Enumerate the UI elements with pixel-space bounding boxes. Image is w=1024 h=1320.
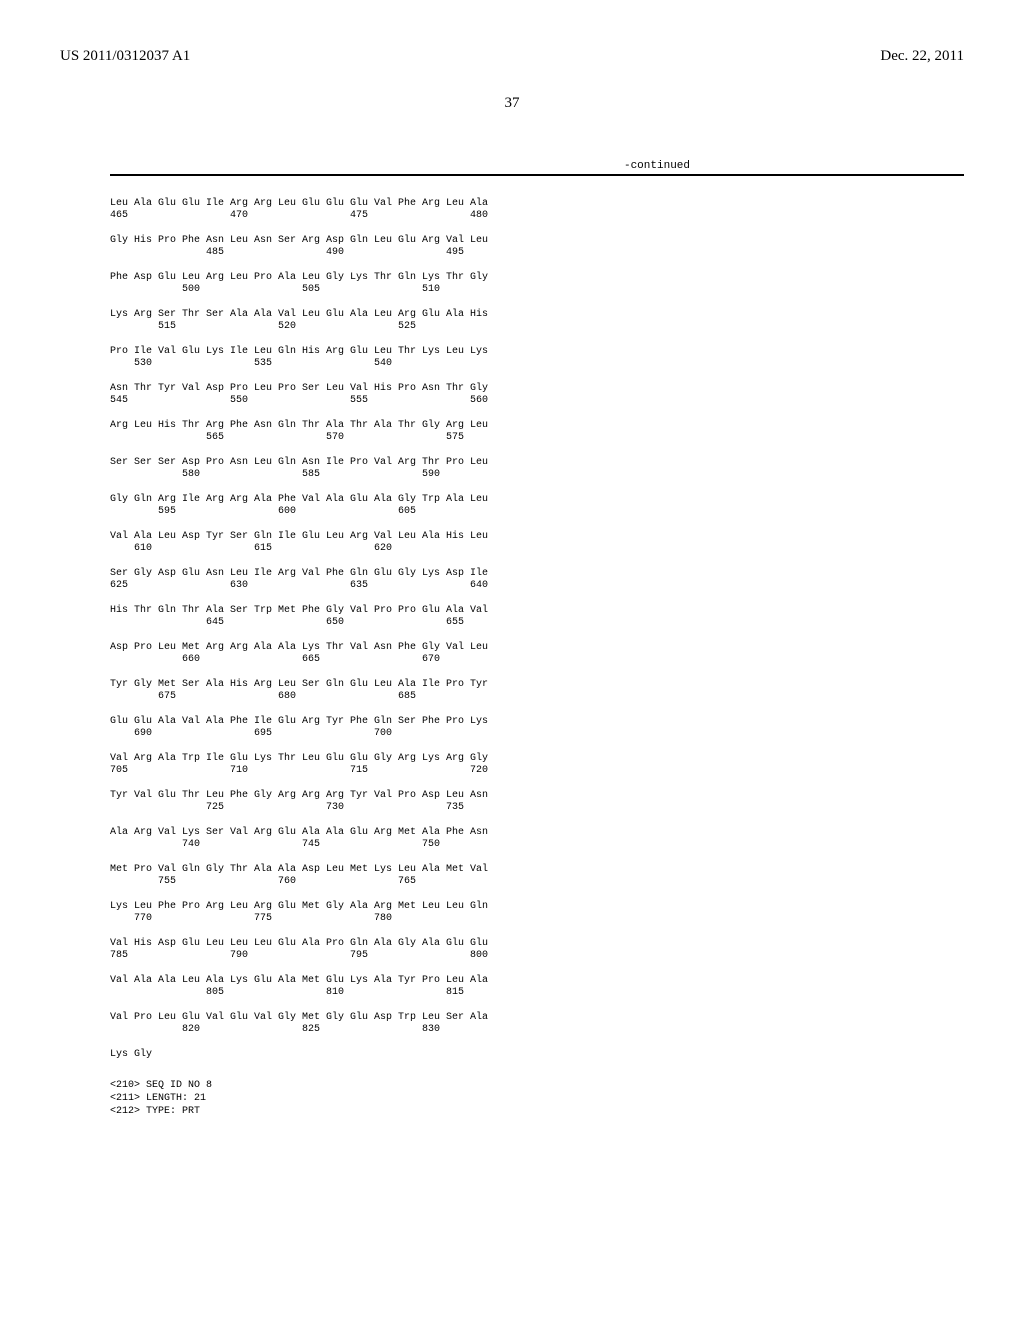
residue-line: Lys Arg Ser Thr Ser Ala Ala Val Leu Glu … (110, 309, 1024, 321)
sequence-row: Lys Gly (110, 1049, 1024, 1061)
residue-line: Ser Gly Asp Glu Asn Leu Ile Arg Val Phe … (110, 568, 1024, 580)
sequence-listing: Leu Ala Glu Glu Ile Arg Arg Leu Glu Glu … (110, 198, 1024, 1061)
residue-line: Asn Thr Tyr Val Asp Pro Leu Pro Ser Leu … (110, 383, 1024, 395)
position-line: 770 775 780 (110, 913, 1024, 925)
position-line: 660 665 670 (110, 654, 1024, 666)
metadata-line: <211> LENGTH: 21 (110, 1092, 1024, 1105)
sequence-row: Val Ala Ala Leu Ala Lys Glu Ala Met Glu … (110, 975, 1024, 998)
residue-line: Val Ala Ala Leu Ala Lys Glu Ala Met Glu … (110, 975, 1024, 987)
sequence-row: Val His Asp Glu Leu Leu Leu Glu Ala Pro … (110, 938, 1024, 961)
position-line: 565 570 575 (110, 432, 1024, 444)
sequence-row: Gly Gln Arg Ile Arg Arg Ala Phe Val Ala … (110, 494, 1024, 517)
position-line: 705 710 715 720 (110, 765, 1024, 777)
sequence-row: Val Ala Leu Asp Tyr Ser Gln Ile Glu Leu … (110, 531, 1024, 554)
position-line: 805 810 815 (110, 987, 1024, 999)
sequence-row: Lys Arg Ser Thr Ser Ala Ala Val Leu Glu … (110, 309, 1024, 332)
position-line: 530 535 540 (110, 358, 1024, 370)
residue-line: Gly Gln Arg Ile Arg Arg Ala Phe Val Ala … (110, 494, 1024, 506)
sequence-row: Tyr Gly Met Ser Ala His Arg Leu Ser Gln … (110, 679, 1024, 702)
position-line: 515 520 525 (110, 321, 1024, 333)
sequence-row: Glu Glu Ala Val Ala Phe Ile Glu Arg Tyr … (110, 716, 1024, 739)
metadata-line: <212> TYPE: PRT (110, 1105, 1024, 1118)
position-line: 785 790 795 800 (110, 950, 1024, 962)
position-line: 645 650 655 (110, 617, 1024, 629)
sequence-row: Val Arg Ala Trp Ile Glu Lys Thr Leu Glu … (110, 753, 1024, 776)
position-line: 610 615 620 (110, 543, 1024, 555)
residue-line: Val Pro Leu Glu Val Glu Val Gly Met Gly … (110, 1012, 1024, 1024)
sequence-row: Tyr Val Glu Thr Leu Phe Gly Arg Arg Arg … (110, 790, 1024, 813)
position-line: 625 630 635 640 (110, 580, 1024, 592)
sequence-row: His Thr Gln Thr Ala Ser Trp Met Phe Gly … (110, 605, 1024, 628)
sequence-row: Asp Pro Leu Met Arg Arg Ala Ala Lys Thr … (110, 642, 1024, 665)
divider-line (110, 174, 964, 176)
position-line: 500 505 510 (110, 284, 1024, 296)
continued-label: -continued (0, 160, 690, 172)
residue-line: Tyr Gly Met Ser Ala His Arg Leu Ser Gln … (110, 679, 1024, 691)
page-number: 37 (0, 95, 1024, 112)
residue-line: Gly His Pro Phe Asn Leu Asn Ser Arg Asp … (110, 235, 1024, 247)
residue-line: Val Arg Ala Trp Ile Glu Lys Thr Leu Glu … (110, 753, 1024, 765)
residue-line: His Thr Gln Thr Ala Ser Trp Met Phe Gly … (110, 605, 1024, 617)
residue-line: Ala Arg Val Lys Ser Val Arg Glu Ala Ala … (110, 827, 1024, 839)
position-line: 675 680 685 (110, 691, 1024, 703)
residue-line: Ser Ser Ser Asp Pro Asn Leu Gln Asn Ile … (110, 457, 1024, 469)
sequence-row: Arg Leu His Thr Arg Phe Asn Gln Thr Ala … (110, 420, 1024, 443)
sequence-metadata: <210> SEQ ID NO 8 <211> LENGTH: 21 <212>… (110, 1079, 1024, 1118)
sequence-row: Gly His Pro Phe Asn Leu Asn Ser Arg Asp … (110, 235, 1024, 258)
position-line: 580 585 590 (110, 469, 1024, 481)
publication-date: Dec. 22, 2011 (880, 48, 964, 65)
sequence-row: Ala Arg Val Lys Ser Val Arg Glu Ala Ala … (110, 827, 1024, 850)
residue-line: Asp Pro Leu Met Arg Arg Ala Ala Lys Thr … (110, 642, 1024, 654)
patent-number: US 2011/0312037 A1 (60, 48, 190, 65)
residue-line: Met Pro Val Gln Gly Thr Ala Ala Asp Leu … (110, 864, 1024, 876)
sequence-row: Phe Asp Glu Leu Arg Leu Pro Ala Leu Gly … (110, 272, 1024, 295)
sequence-row: Pro Ile Val Glu Lys Ile Leu Gln His Arg … (110, 346, 1024, 369)
position-line: 485 490 495 (110, 247, 1024, 259)
metadata-line: <210> SEQ ID NO 8 (110, 1079, 1024, 1092)
header: US 2011/0312037 A1 Dec. 22, 2011 (0, 0, 1024, 65)
sequence-row: Val Pro Leu Glu Val Glu Val Gly Met Gly … (110, 1012, 1024, 1035)
sequence-row: Met Pro Val Gln Gly Thr Ala Ala Asp Leu … (110, 864, 1024, 887)
position-line: 820 825 830 (110, 1024, 1024, 1036)
residue-line: Arg Leu His Thr Arg Phe Asn Gln Thr Ala … (110, 420, 1024, 432)
residue-line: Tyr Val Glu Thr Leu Phe Gly Arg Arg Arg … (110, 790, 1024, 802)
sequence-row: Leu Ala Glu Glu Ile Arg Arg Leu Glu Glu … (110, 198, 1024, 221)
residue-line: Phe Asp Glu Leu Arg Leu Pro Ala Leu Gly … (110, 272, 1024, 284)
position-line: 465 470 475 480 (110, 210, 1024, 222)
position-line: 755 760 765 (110, 876, 1024, 888)
sequence-row: Asn Thr Tyr Val Asp Pro Leu Pro Ser Leu … (110, 383, 1024, 406)
position-line: 725 730 735 (110, 802, 1024, 814)
position-line: 545 550 555 560 (110, 395, 1024, 407)
sequence-row: Lys Leu Phe Pro Arg Leu Arg Glu Met Gly … (110, 901, 1024, 924)
residue-line: Lys Leu Phe Pro Arg Leu Arg Glu Met Gly … (110, 901, 1024, 913)
residue-line: Lys Gly (110, 1049, 1024, 1061)
residue-line: Glu Glu Ala Val Ala Phe Ile Glu Arg Tyr … (110, 716, 1024, 728)
position-line: 690 695 700 (110, 728, 1024, 740)
sequence-row: Ser Gly Asp Glu Asn Leu Ile Arg Val Phe … (110, 568, 1024, 591)
residue-line: Pro Ile Val Glu Lys Ile Leu Gln His Arg … (110, 346, 1024, 358)
sequence-row: Ser Ser Ser Asp Pro Asn Leu Gln Asn Ile … (110, 457, 1024, 480)
position-line: 740 745 750 (110, 839, 1024, 851)
residue-line: Val Ala Leu Asp Tyr Ser Gln Ile Glu Leu … (110, 531, 1024, 543)
residue-line: Val His Asp Glu Leu Leu Leu Glu Ala Pro … (110, 938, 1024, 950)
residue-line: Leu Ala Glu Glu Ile Arg Arg Leu Glu Glu … (110, 198, 1024, 210)
position-line: 595 600 605 (110, 506, 1024, 518)
